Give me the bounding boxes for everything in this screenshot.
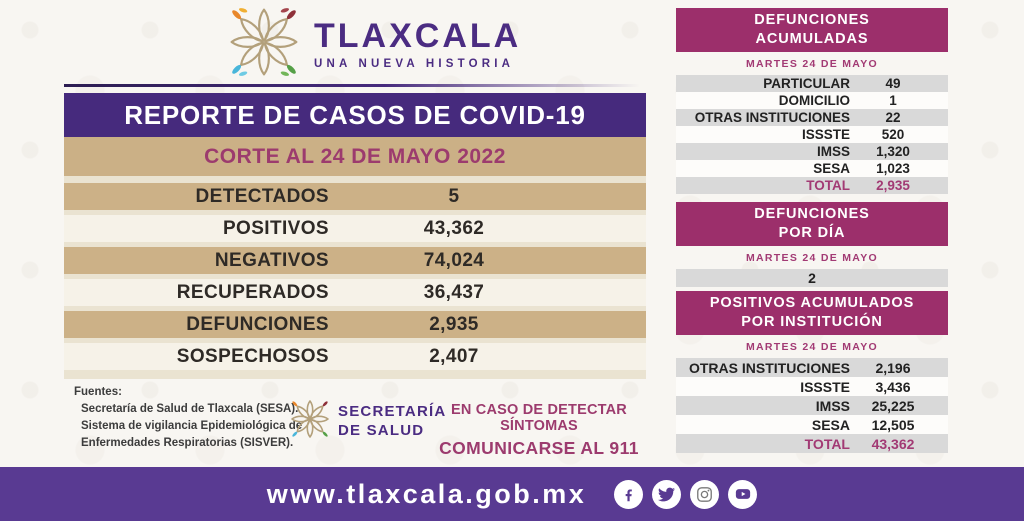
stat-label: IMSS	[815, 397, 850, 414]
brand-tagline: UNA NUEVA HISTORIA	[314, 57, 515, 70]
row-label: SOSPECHOSOS	[176, 345, 329, 367]
section-title: DEFUNCIONES ACUMULADAS	[676, 8, 948, 52]
section-title-line1: DEFUNCIONES	[754, 206, 870, 223]
stat-value: 2,935	[876, 178, 910, 193]
source-line: Enfermedades Respiratorias (SISVER).	[81, 437, 294, 449]
youtube-icon[interactable]	[728, 479, 758, 509]
stat-row-total: TOTAL 43,362	[676, 434, 948, 453]
brand-name: TLAXCALA	[314, 17, 522, 56]
footer-url-link[interactable]: www.tlaxcala.gob.mx	[266, 478, 587, 509]
stat-row: OTRAS INSTITUCIONES 22	[676, 109, 948, 126]
source-line: Sistema de vigilancia Epidemiológica de	[81, 420, 303, 432]
facebook-icon[interactable]	[614, 479, 644, 509]
social-icons	[614, 479, 758, 509]
row-value: 74,024	[423, 249, 485, 271]
section-title-line2: POR INSTITUCIÓN	[741, 314, 883, 330]
row-label: POSITIVOS	[222, 217, 329, 239]
section-defunciones-por-dia: DEFUNCIONES POR DÍA MARTES 24 DE MAYO 2	[676, 202, 948, 287]
alert-line1: EN CASO DE DETECTAR SÍNTOMAS	[451, 402, 627, 434]
salud-flower-icon	[290, 399, 330, 444]
section-date: MARTES 24 DE MAYO	[746, 341, 878, 353]
tlaxcala-brand: TLAXCALA UNA NUEVA HISTORIA	[228, 6, 521, 83]
report-title: REPORTE DE CASOS DE COVID-19	[64, 93, 646, 137]
section-title-line1: POSITIVOS ACUMULADOS	[709, 295, 915, 312]
stat-label: SESA	[813, 161, 850, 176]
row-value: 43,362	[423, 217, 485, 239]
row-value: 5	[448, 185, 460, 207]
stat-row: OTRAS INSTITUCIONES 2,196	[676, 358, 948, 377]
salud-logo-line1: SECRETARÍA	[338, 402, 447, 420]
row-value: 2,407	[429, 345, 479, 367]
stat-row: SESA 12,505	[676, 415, 948, 434]
tlaxcala-flower-icon	[228, 6, 300, 83]
section-title-line1: DEFUNCIONES	[754, 12, 870, 29]
row-label: DETECTADOS	[195, 185, 329, 207]
table-row: SOSPECHOSOS 2,407	[64, 343, 646, 370]
secretaria-salud-logo: SECRETARÍA DE SALUD	[290, 399, 446, 444]
stat-value: 520	[881, 127, 905, 142]
footer-bar: www.tlaxcala.gob.mx	[0, 467, 1024, 521]
stat-row: ISSSTE 3,436	[676, 377, 948, 396]
salud-logo-line2: DE SALUD	[338, 421, 425, 439]
alert-911: EN CASO DE DETECTAR SÍNTOMAS COMUNICARSE…	[428, 402, 650, 459]
table-row: DETECTADOS 5	[64, 183, 646, 210]
sources-heading: Fuentes:	[74, 386, 122, 398]
deaths-per-day-value: 2	[676, 269, 948, 287]
stat-label: PARTICULAR	[763, 76, 850, 91]
section-positivos-por-institucion: POSITIVOS ACUMULADOS POR INSTITUCIÓN MAR…	[676, 291, 948, 453]
stat-label: ISSSTE	[800, 378, 850, 395]
stat-row: IMSS 25,225	[676, 396, 948, 415]
section-title: POSITIVOS ACUMULADOS POR INSTITUCIÓN	[676, 291, 948, 335]
stat-row: IMSS 1,320	[676, 143, 948, 160]
stat-value: 43,362	[871, 435, 915, 452]
stat-value: 25,225	[871, 397, 915, 414]
twitter-icon[interactable]	[652, 479, 682, 509]
section-date: MARTES 24 DE MAYO	[746, 252, 878, 264]
stat-label: IMSS	[816, 144, 850, 159]
row-value: 2,935	[429, 313, 479, 335]
stat-row: DOMICILIO 1	[676, 92, 948, 109]
source-line: Secretaría de Salud de Tlaxcala (SESA).	[81, 403, 299, 415]
row-label: RECUPERADOS	[176, 281, 329, 303]
table-row: NEGATIVOS 74,024	[64, 247, 646, 274]
stat-label: OTRAS INSTITUCIONES	[694, 110, 850, 125]
stat-label: DOMICILIO	[778, 93, 850, 108]
row-value: 36,437	[423, 281, 485, 303]
stat-label: TOTAL	[806, 178, 850, 193]
instagram-icon[interactable]	[690, 479, 720, 509]
stat-label: SESA	[811, 416, 850, 433]
report-subtitle: CORTE AL 24 DE MAYO 2022	[64, 137, 646, 176]
section-date: MARTES 24 DE MAYO	[746, 58, 878, 70]
report-table: DETECTADOS 5 POSITIVOS 43,362 NEGATIVOS …	[64, 176, 646, 379]
row-label: NEGATIVOS	[214, 249, 329, 271]
row-label: DEFUNCIONES	[186, 313, 329, 335]
stat-value: 1	[889, 93, 897, 108]
stat-label: ISSSTE	[801, 127, 850, 142]
covid-report-panel: REPORTE DE CASOS DE COVID-19 CORTE AL 24…	[64, 84, 646, 379]
stat-row: ISSSTE 520	[676, 126, 948, 143]
accent-line	[64, 84, 646, 87]
stat-value: 3,436	[875, 378, 911, 395]
stat-value: 12,505	[871, 416, 915, 433]
stat-row: PARTICULAR 49	[676, 75, 948, 92]
stat-value: 49	[885, 76, 901, 91]
section-defunciones-acumuladas: DEFUNCIONES ACUMULADAS MARTES 24 DE MAYO…	[676, 8, 948, 194]
stat-value: 1,320	[876, 144, 910, 159]
section-title: DEFUNCIONES POR DÍA	[676, 202, 948, 246]
stat-value: 2,196	[875, 359, 911, 376]
table-row: POSITIVOS 43,362	[64, 215, 646, 242]
sources-block: Fuentes: Secretaría de Salud de Tlaxcala…	[74, 386, 302, 454]
section-title-line2: POR DÍA	[778, 225, 846, 241]
stat-value: 22	[885, 110, 901, 125]
stat-value: 1,023	[876, 161, 910, 176]
section-title-line2: ACUMULADAS	[755, 31, 869, 47]
stat-row-total: TOTAL 2,935	[676, 177, 948, 194]
stats-sidebar: DEFUNCIONES ACUMULADAS MARTES 24 DE MAYO…	[676, 8, 948, 453]
alert-line2: COMUNICARSE AL 911	[439, 438, 639, 458]
stat-label: OTRAS INSTITUCIONES	[688, 359, 850, 376]
stat-row: SESA 1,023	[676, 160, 948, 177]
table-row: DEFUNCIONES 2,935	[64, 311, 646, 338]
stat-label: TOTAL	[804, 435, 850, 452]
table-row: RECUPERADOS 36,437	[64, 279, 646, 306]
